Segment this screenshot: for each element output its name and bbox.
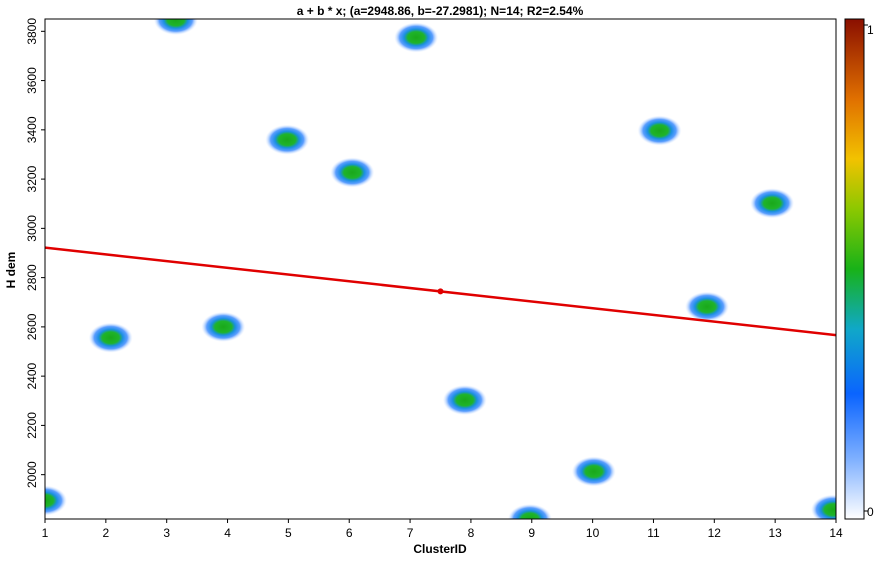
x-tick-label-13: 13 [768,526,782,540]
y-tick-label-3200: 3200 [25,165,39,192]
x-tick-label-2: 2 [103,526,110,540]
x-tick-label-10: 10 [586,526,600,540]
data-point-4 [201,311,246,342]
colorbar [844,18,865,520]
y-tick-label-2800: 2800 [25,264,39,291]
data-point-11 [637,115,682,146]
data-point-3 [153,19,198,35]
data-point-7 [394,22,439,53]
data-point-2 [88,322,133,353]
x-tick-label-5: 5 [285,526,292,540]
y-tick-label-3400: 3400 [25,116,39,143]
x-tick-label-8: 8 [468,526,475,540]
y-axis-title: H dem [4,252,18,289]
x-tick-label-6: 6 [346,526,353,540]
regression-layer [45,246,836,337]
y-tick-label-3000: 3000 [25,215,39,242]
x-tick-label-4: 4 [224,526,231,540]
x-tick-label-3: 3 [163,526,170,540]
plot-area [45,19,836,519]
y-tick-label-2200: 2200 [25,412,39,439]
y-tick-label-3800: 3800 [25,18,39,45]
y-tick-label-2000: 2000 [25,461,39,488]
data-point-10 [571,456,616,487]
data-point-8 [442,385,487,416]
data-point-14 [810,494,836,519]
data-point-1 [45,485,67,516]
plot-frame [44,18,837,520]
x-tick-label-9: 9 [528,526,535,540]
data-point-13 [750,188,795,219]
y-tick-label-2600: 2600 [25,313,39,340]
data-point-5 [265,124,310,155]
x-tick-label-14: 14 [829,526,843,540]
x-tick-label-11: 11 [647,526,660,540]
regression-mean-marker [437,288,444,295]
x-tick-label-7: 7 [407,526,414,540]
x-axis-title: ClusterID [413,542,467,556]
y-tick-label-2400: 2400 [25,362,39,389]
x-tick-label-12: 12 [708,526,722,540]
chart-title: a + b * x; (a=2948.86, b=-27.2981); N=14… [297,4,584,18]
y-tick-label-3600: 3600 [25,67,39,94]
y-axis: 2000 2200 2400 2600 2800 3000 3200 3400 3600 3800 [25,18,45,488]
data-point-9 [507,504,552,519]
data-point-12 [685,291,730,322]
x-axis: 1 2 3 4 5 6 7 8 9 10 11 12 13 14 [42,519,843,540]
colorbar-min-label: 0 [867,505,874,519]
colorbar-max-label: 1 [867,23,874,37]
data-points [45,19,836,519]
x-tick-label-1: 1 [42,526,49,540]
data-point-6 [330,157,375,188]
